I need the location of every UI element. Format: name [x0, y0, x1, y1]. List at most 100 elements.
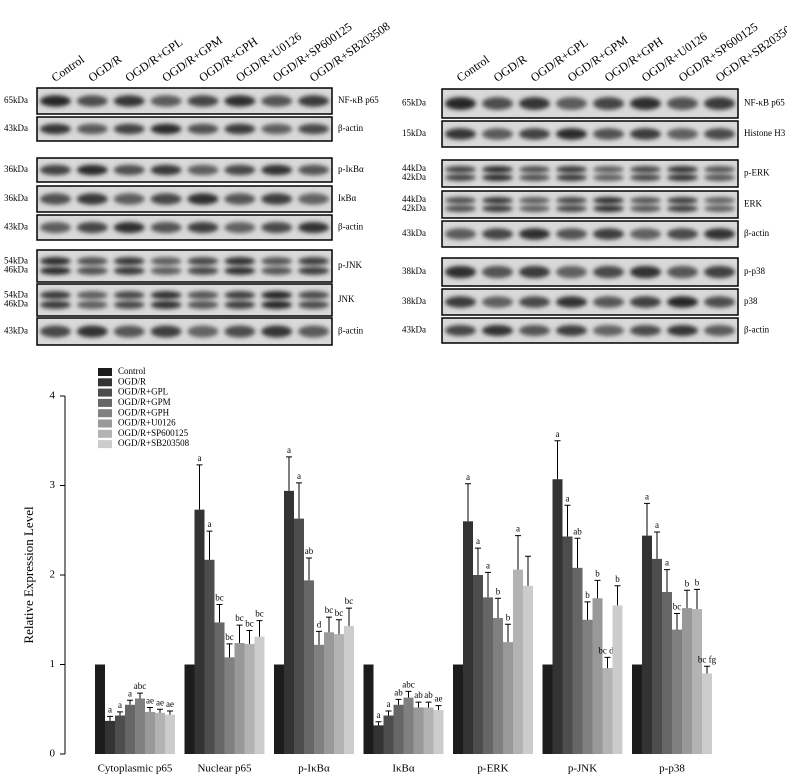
kda-label: 43kDa	[4, 222, 28, 232]
protein-label: β-actin	[338, 326, 364, 336]
band	[481, 205, 514, 213]
kda-label: 54kDa	[4, 256, 28, 266]
lane-label: Control	[454, 52, 493, 85]
error-bar	[137, 692, 143, 699]
band	[444, 228, 477, 240]
legend-label: OGD/R+SP600125	[118, 428, 189, 438]
kda-label: 65kDa	[4, 95, 28, 105]
error-bar	[127, 699, 133, 705]
band	[592, 325, 625, 336]
band	[555, 174, 588, 182]
error-bar	[554, 440, 561, 480]
kda-label: 43kDa	[4, 123, 28, 133]
bar	[542, 664, 553, 754]
error-bar	[684, 589, 690, 609]
band	[298, 95, 330, 107]
error-bar	[246, 629, 253, 644]
bar	[115, 715, 125, 754]
significance-label: b	[615, 574, 620, 584]
band	[444, 265, 477, 279]
band	[39, 266, 71, 275]
kda-label: 38kDa	[402, 296, 426, 306]
band	[555, 228, 588, 240]
significance-label: a	[655, 520, 659, 530]
kda-label: 36kDa	[4, 193, 28, 203]
band	[150, 291, 182, 300]
kda-label: 42kDa	[402, 203, 426, 213]
significance-label: bc fg	[698, 654, 717, 664]
band	[703, 165, 736, 173]
band	[518, 296, 551, 308]
error-bar	[236, 624, 243, 644]
lane-label: OGD/R	[491, 52, 530, 85]
legend-label: OGD/R+U0126	[118, 418, 176, 428]
significance-label: ab	[424, 690, 433, 700]
kda-label: 43kDa	[4, 326, 28, 336]
significance-label: a	[198, 453, 202, 463]
kda-label: 36kDa	[4, 164, 28, 174]
band	[113, 300, 145, 309]
kda-label: 46kDa	[4, 265, 28, 275]
band	[224, 257, 256, 266]
band	[224, 95, 256, 107]
bar	[493, 617, 503, 754]
x-tick-label: p-IκBα	[298, 763, 330, 775]
significance-label: a	[486, 560, 490, 570]
protein-label: p38	[744, 296, 758, 306]
band	[187, 193, 219, 205]
band	[39, 325, 71, 338]
significance-label: a	[208, 519, 212, 529]
band	[666, 174, 699, 182]
band	[518, 228, 551, 240]
kda-label: 43kDa	[402, 325, 426, 335]
band	[629, 265, 662, 279]
x-tick-label: IκBα	[392, 763, 415, 775]
kda-label: 65kDa	[402, 98, 426, 108]
significance-label: a	[287, 445, 291, 455]
bar	[423, 707, 434, 754]
band	[666, 196, 699, 204]
significance-label: ae	[435, 694, 443, 704]
band	[187, 257, 219, 266]
y-tick-label: 4	[50, 390, 56, 402]
lane-label: OGD/R	[86, 52, 125, 85]
error-bar	[346, 607, 352, 627]
y-axis-label: Relative Expression Level	[21, 506, 36, 644]
bar	[135, 698, 145, 754]
error-bar	[395, 698, 402, 705]
significance-label: bc	[245, 619, 254, 629]
band	[261, 95, 293, 107]
error-bar	[216, 604, 223, 623]
band	[592, 265, 625, 279]
band	[555, 165, 588, 173]
band	[481, 165, 514, 173]
bar	[165, 714, 175, 754]
bar	[473, 575, 483, 754]
x-tick-label: Cytoplasmic p65	[98, 763, 173, 775]
error-bar	[435, 705, 442, 711]
band	[629, 196, 662, 204]
significance-label: ab	[394, 687, 403, 697]
legend-label: OGD/R+SB203508	[118, 438, 190, 448]
protein-label: ERK	[744, 199, 763, 209]
significance-label: bc	[673, 602, 682, 612]
x-tick-label: p-ERK	[477, 763, 508, 775]
legend-swatch	[98, 409, 112, 418]
band	[481, 325, 514, 336]
bar	[403, 697, 414, 754]
band	[555, 296, 588, 308]
significance-label: b	[496, 586, 501, 596]
bar	[433, 710, 444, 754]
bar	[204, 559, 215, 754]
band	[298, 193, 330, 205]
protein-label: β-actin	[338, 222, 364, 232]
band	[518, 265, 551, 279]
band	[76, 325, 108, 338]
bar	[642, 535, 652, 754]
band	[555, 128, 588, 140]
significance-label: bc	[335, 608, 344, 618]
bar	[503, 642, 513, 754]
band	[298, 257, 330, 266]
band	[481, 128, 514, 140]
error-bar	[375, 721, 382, 726]
